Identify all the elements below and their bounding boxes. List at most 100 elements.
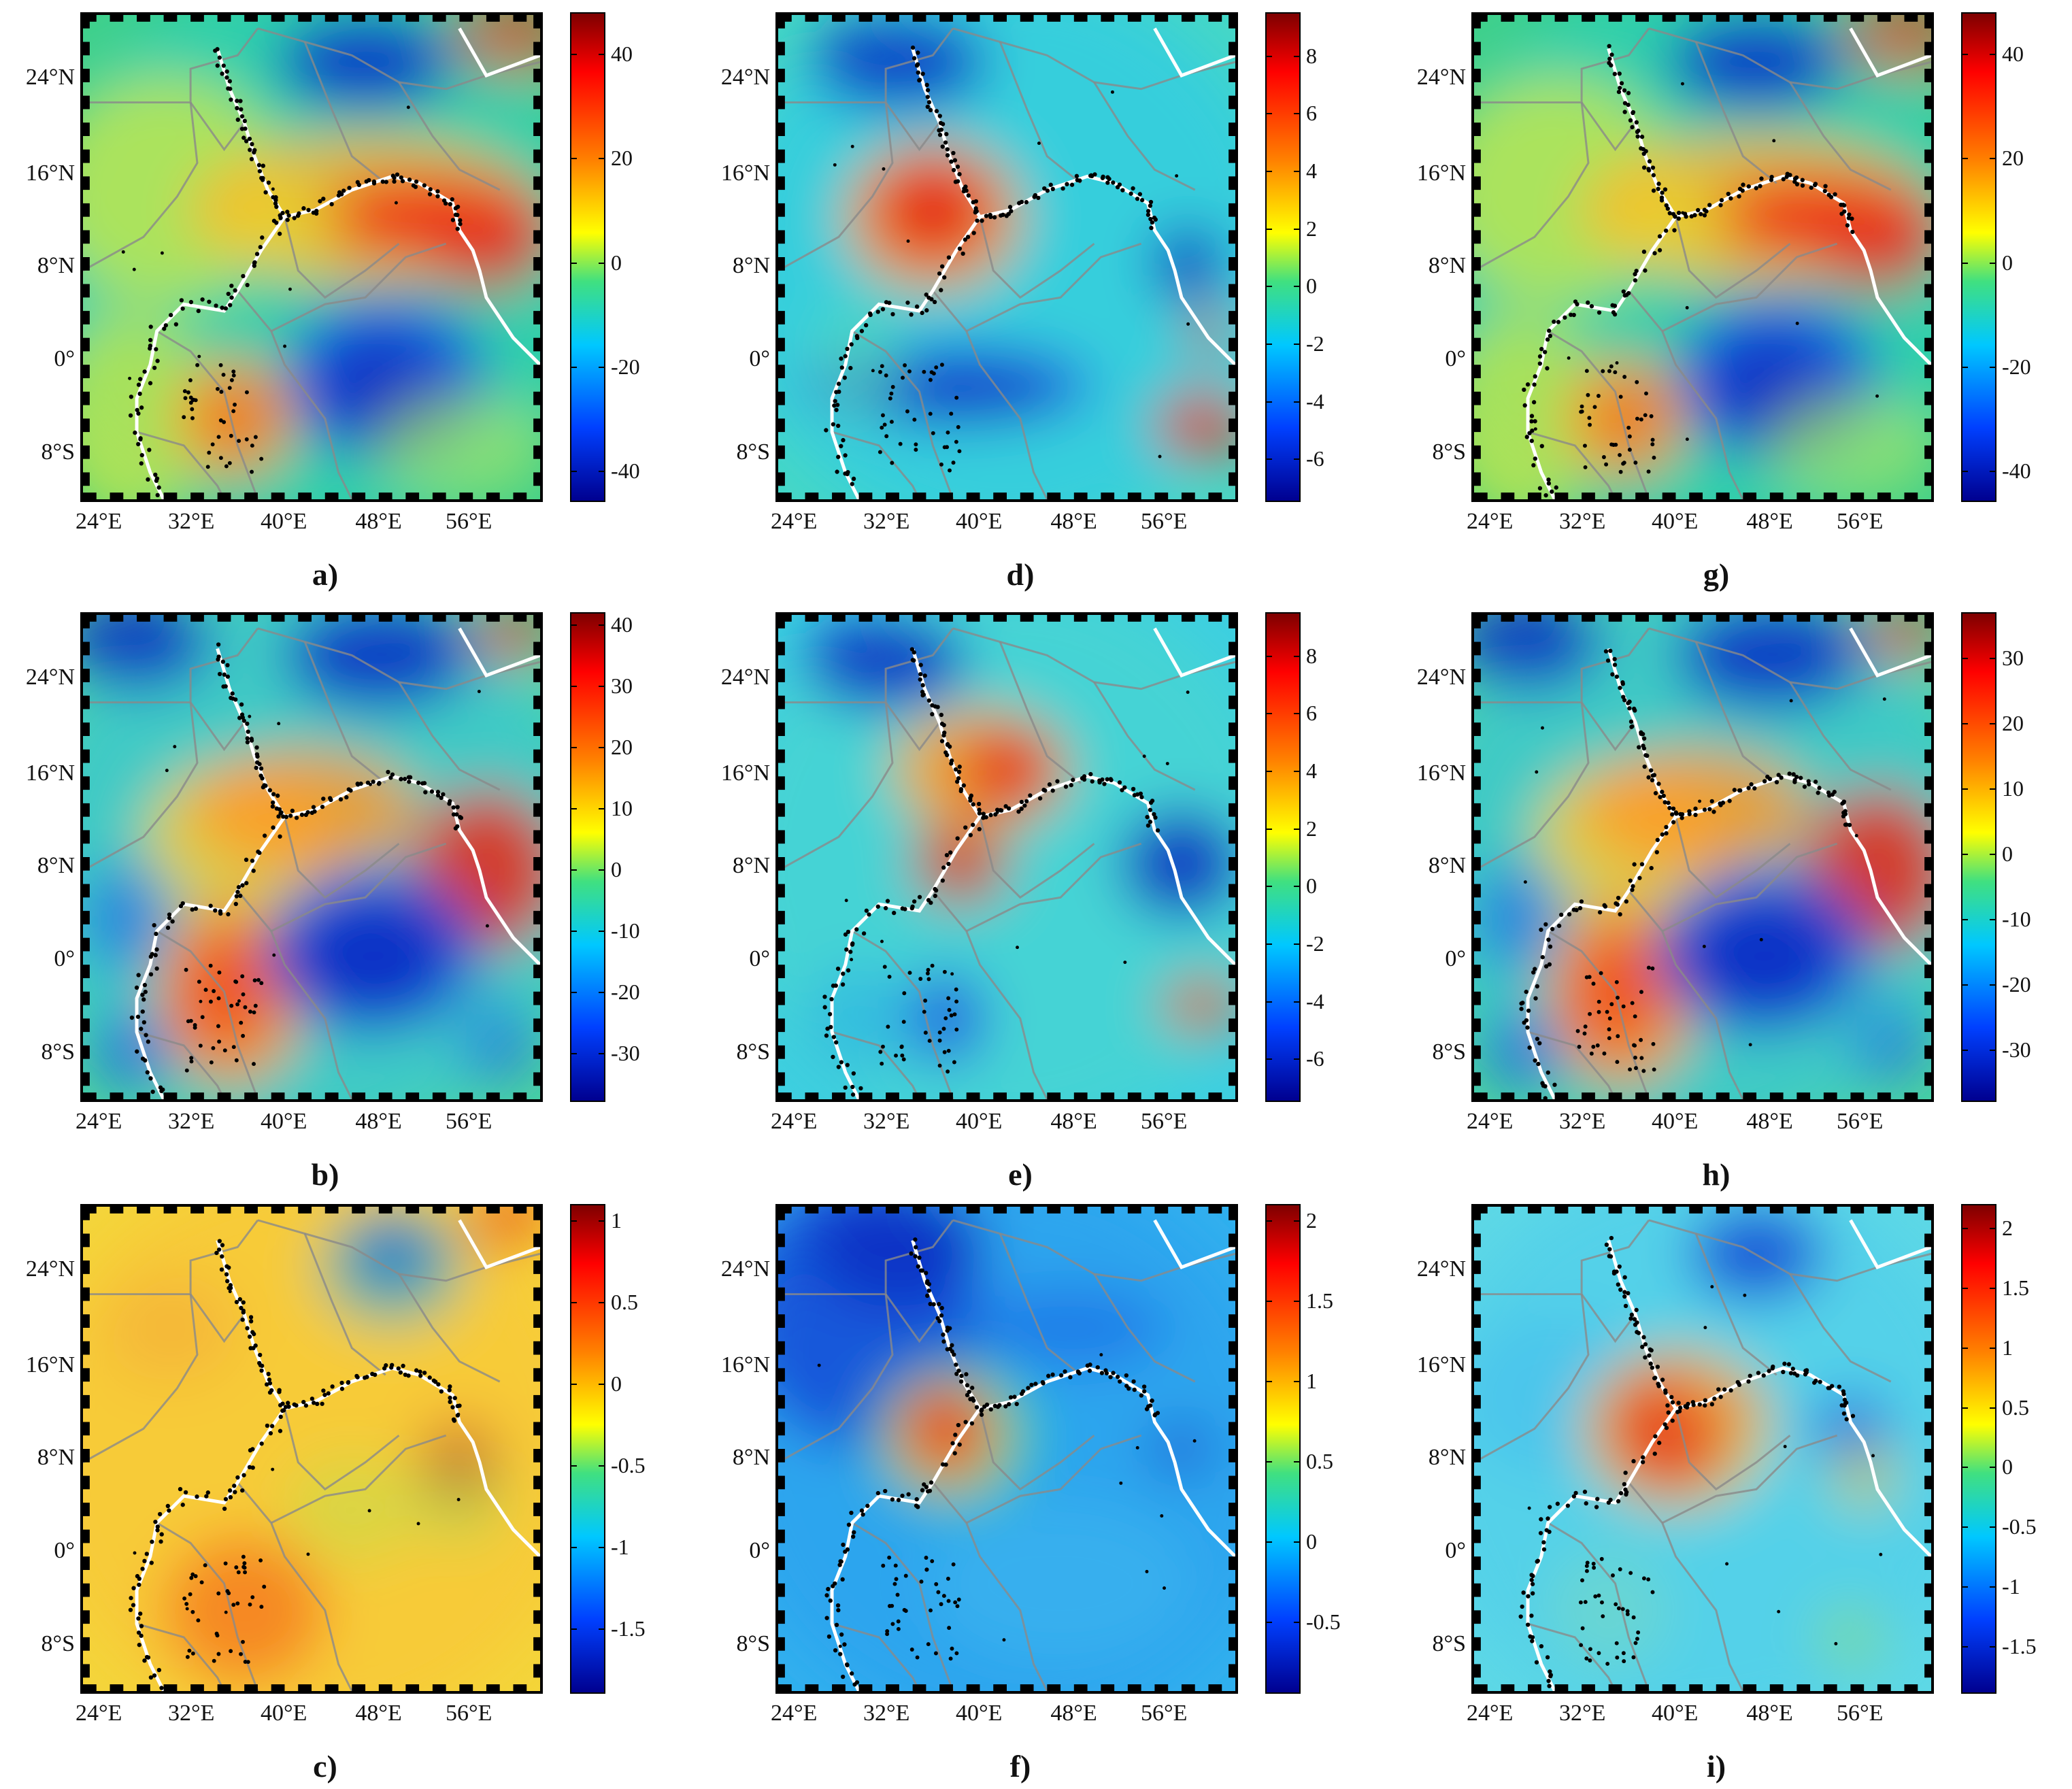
plate-boundary [458,627,540,678]
lon-label: 24°E [771,1701,818,1726]
lat-label: 0° [749,346,770,372]
colorbar-label: 30 [2002,646,2024,671]
country-border [966,1434,1142,1524]
field-anomaly [298,897,446,1019]
lat-label: 0° [749,1538,770,1564]
field-anomaly [473,615,540,663]
country-border [189,701,246,752]
field-anomaly [1151,227,1226,301]
country-border [851,1522,954,1691]
lon-label: 24°E [771,509,818,534]
plate-boundary [911,1239,1235,1558]
country-border [156,930,259,1099]
colorbar-tick [1294,886,1301,888]
colorbar-label: -20 [2002,354,2031,379]
colorbar-tick [570,624,577,626]
colorbar-tick [1294,1460,1301,1462]
colorbar-tick [1961,366,1968,368]
lat-label: 16°N [25,760,75,786]
colorbar-tick [1265,344,1272,346]
colorbar-tick [1961,1050,1968,1052]
seismicity-points [1518,1235,1883,1688]
frame-ticks [83,15,540,499]
colorbar-tick [1990,854,1996,856]
colorbar-tick [1990,54,1996,56]
lat-label: 0° [54,1538,75,1564]
panel-label: i) [1706,1749,1726,1784]
lat-label: 8°N [732,1445,770,1471]
colorbar-tick [1990,658,1996,660]
colorbar-tick [1294,401,1301,403]
panel-label: c) [313,1749,337,1784]
colorbar-label: 40 [611,612,633,637]
field-anomaly [1474,863,1555,972]
seismicity-points [1519,648,1886,1099]
country-border [884,1293,941,1343]
colorbar-label: 40 [2002,41,2024,67]
lat-label: 0° [749,946,770,972]
lon-label: 48°E [355,509,402,534]
colorbar-label: -0.5 [1306,1609,1341,1634]
colorbar-label: 30 [611,673,633,698]
lon-label: 56°E [1141,1109,1188,1134]
colorbar [1265,12,1301,502]
colorbar-tick [570,747,577,748]
colorbar-label: 20 [2002,146,2024,171]
colorbar-tick [1990,1287,1996,1289]
colorbar-tick [1265,828,1272,830]
lat-label: 8°N [732,853,770,879]
colorbar-label: -30 [2002,1037,2031,1063]
field-anomaly [1188,304,1229,358]
colorbar-label: -1 [611,1535,629,1559]
colorbar-label: 1 [2002,1335,2013,1360]
lon-label: 56°E [446,1701,492,1726]
country-border [284,1408,400,1491]
field-anomaly [89,1011,171,1093]
country-border [778,1294,894,1464]
lon-label: 32°E [1559,1109,1606,1134]
field-anomaly [1843,15,1931,76]
colorbar-label: 20 [611,735,633,759]
country-border [1662,242,1838,333]
colorbar-tick [1961,1407,1968,1409]
colorbar-tick [1961,54,1968,56]
plate-boundary [1607,48,1931,366]
colorbar-tick [570,1053,577,1054]
colorbar-label: 40 [611,41,633,67]
lat-label: 8°S [736,439,770,465]
country-border [1628,290,1744,499]
frame-ticks [83,615,540,1099]
country-border [1474,1294,1590,1464]
lat-label: 24°N [1416,1256,1466,1282]
lat-label: 24°N [720,1256,770,1282]
colorbar-label: 2 [1306,816,1317,841]
frame-ticks [778,1207,1235,1691]
lon-label: 40°E [261,1701,307,1726]
country-border [851,930,954,1099]
colorbar-label: -2 [1306,931,1324,956]
colorbar-tick [1294,170,1301,172]
country-border [999,1233,1082,1376]
colorbar-tick [570,931,577,932]
lon-label: 40°E [261,1109,307,1134]
lon-label: 56°E [1837,509,1884,534]
country-border [778,27,954,104]
plate-boundary [1153,627,1235,678]
colorbar-label: -10 [2002,907,2031,932]
colorbar-tick [599,366,605,368]
colorbar-tick [570,54,577,56]
lat-label: 8°S [1432,1039,1466,1065]
map-panel-d: 24°N 16°N 8°N 0° 8°S 24°E 32°E 40°E 48°E 56°E 8 6 4 2… [721,12,1388,597]
map-panel-a: 24°N 16°N 8°N 0° 8°S 24°E 32°E 40°E 48°E 56°E 40 20… [26,12,692,597]
field-anomaly [371,391,540,499]
lon-label: 48°E [355,1701,402,1726]
colorbar-tick [1265,655,1272,657]
colorbar-tick [1961,1526,1968,1528]
frame-ticks [83,1207,540,1691]
field-anomaly [318,1207,467,1328]
colorbar-tick [1294,943,1301,946]
map-frame [80,612,543,1102]
colorbar-tick [1265,770,1272,772]
plate-boundary [458,1219,540,1270]
colorbar-tick [570,992,577,993]
